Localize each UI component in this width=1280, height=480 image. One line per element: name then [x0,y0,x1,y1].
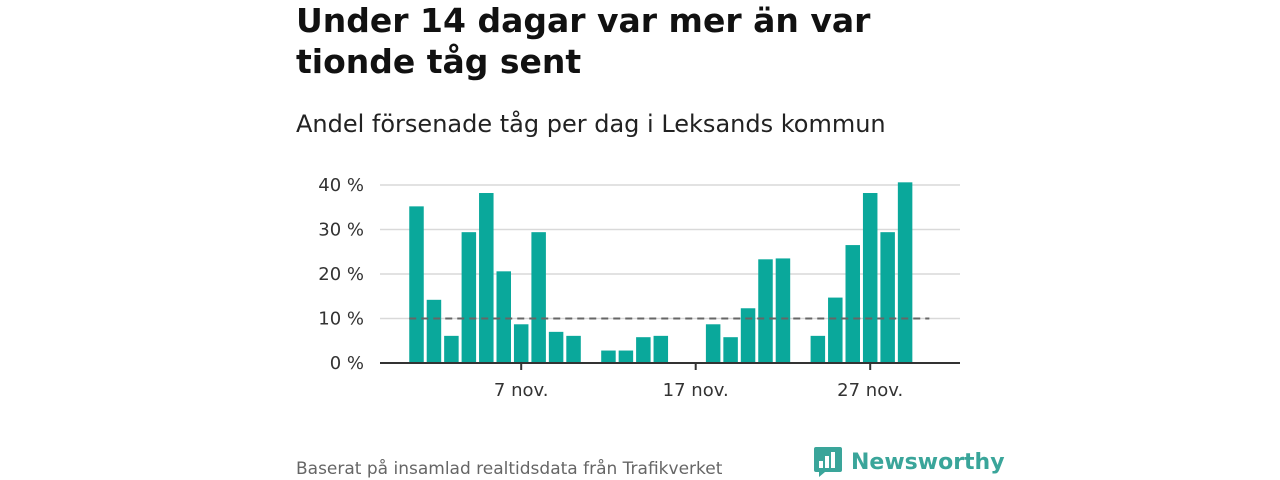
bar [601,350,616,363]
x-tick-label: 27 nov. [837,380,903,401]
source-note: Baserat på insamlad realtidsdata från Tr… [296,459,723,479]
bar [618,350,634,363]
bar [862,193,878,363]
bar [636,337,651,363]
bar [531,232,546,363]
brand-name: Newsworthy [851,449,1005,475]
bar [775,258,791,363]
bar [653,335,669,363]
bar [479,193,494,363]
bar [705,324,721,363]
chart-subtitle: Andel försenade tåg per dag i Leksands k… [296,110,886,138]
bar [828,297,843,363]
bar [496,271,511,363]
bar-chart-speech-bubble-icon [814,447,842,477]
y-tick-label: 40 % [318,175,364,196]
bar [548,331,564,363]
y-tick-label: 20 % [318,264,364,285]
y-tick-label: 0 % [330,353,364,374]
bar [426,299,442,363]
bar [758,259,773,363]
bar [409,206,424,363]
bar [723,337,738,363]
bar [897,182,913,363]
bar [566,335,581,363]
x-tick-label: 17 nov. [663,380,729,401]
y-tick-label: 10 % [318,309,364,330]
bar [810,335,826,363]
bar [880,232,895,363]
bar [845,245,860,363]
bar [513,324,529,363]
bar [740,308,756,363]
y-tick-label: 30 % [318,220,364,241]
chart-title: Under 14 dagar var mer än var tionde tåg… [296,1,871,81]
x-tick-label: 7 nov. [494,380,549,401]
newsworthy-logo: Newsworthy [813,446,1005,478]
bar [444,335,459,363]
bar [461,232,477,363]
